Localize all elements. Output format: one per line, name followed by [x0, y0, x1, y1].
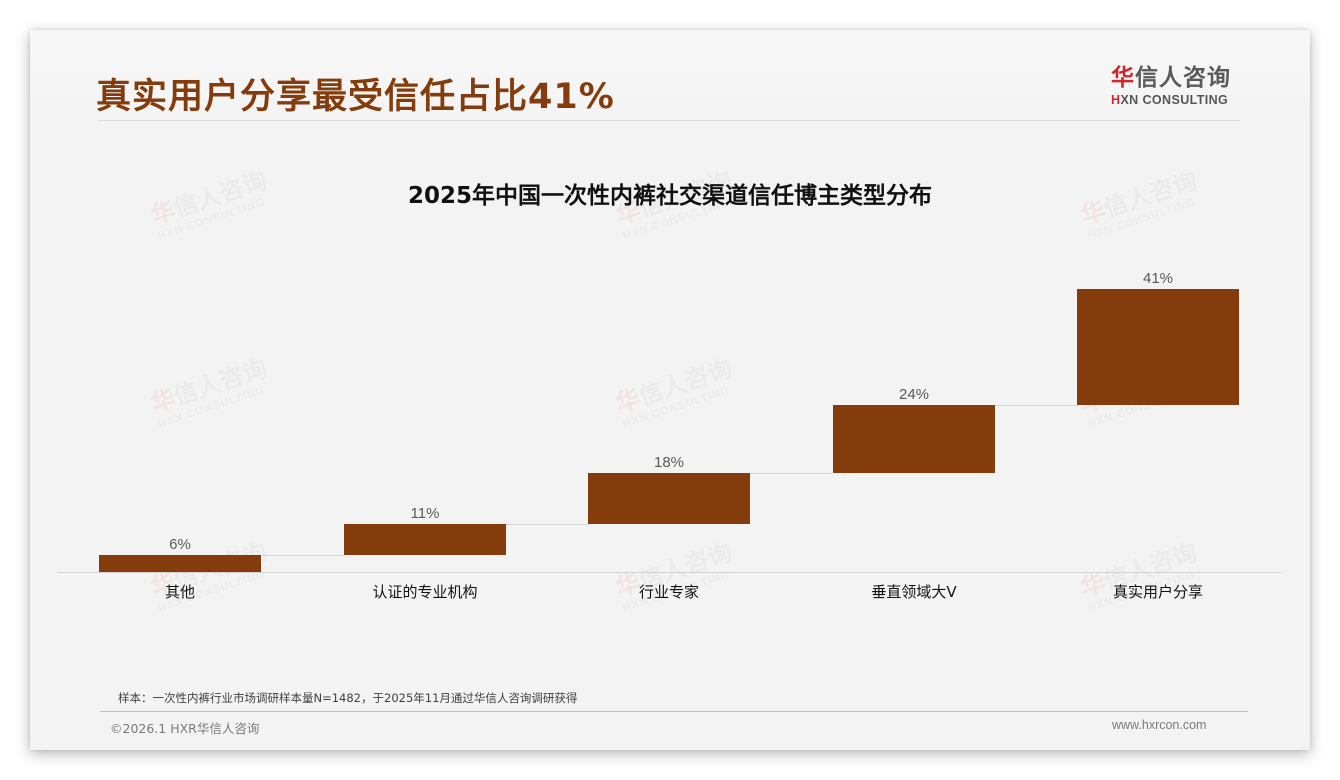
- value-label: 18%: [653, 454, 685, 471]
- connector-line: [750, 473, 833, 474]
- logo-chinese: 华信人咨询: [1111, 65, 1231, 91]
- header-divider: [98, 120, 1240, 121]
- header-band: [30, 30, 1310, 118]
- bar-1: [344, 524, 506, 555]
- x-axis-line: [57, 572, 1281, 573]
- page-headline: 真实用户分享最受信任占比41%: [96, 77, 615, 117]
- brand-logo: 华信人咨询 HXN CONSULTING: [1111, 64, 1241, 107]
- connector-line: [506, 524, 589, 525]
- copyright-text: ©2026.1 HXR华信人咨询: [110, 721, 260, 736]
- bar-0: [99, 555, 261, 572]
- sample-note: 样本：一次性内裤行业市场调研样本量N=1482，于2025年11月通过华信人咨询…: [118, 691, 578, 705]
- category-label: 真实用户分享: [1112, 583, 1203, 601]
- category-label: 其他: [164, 583, 195, 601]
- website-link[interactable]: www.hxrcon.com: [1112, 718, 1207, 732]
- bar-4: [1077, 289, 1239, 405]
- value-label: 24%: [898, 386, 930, 403]
- bar-3: [833, 405, 995, 473]
- slide: 真实用户分享最受信任占比41% 华信人咨询 HXN CONSULTING 华信人…: [30, 30, 1310, 750]
- chart-title: 2025年中国一次性内裤社交渠道信任博主类型分布: [407, 183, 932, 209]
- bar-2: [588, 473, 750, 524]
- category-label: 行业专家: [638, 583, 699, 601]
- value-label: 11%: [410, 505, 440, 522]
- category-label: 认证的专业机构: [372, 583, 478, 601]
- footer-divider: [100, 711, 1248, 712]
- value-label: 6%: [169, 536, 191, 553]
- logo-english: HXN CONSULTING: [1111, 93, 1229, 107]
- category-label: 垂直领域大V: [871, 583, 957, 601]
- value-label: 41%: [1142, 270, 1174, 287]
- connector-line: [261, 555, 344, 556]
- connector-line: [995, 405, 1078, 406]
